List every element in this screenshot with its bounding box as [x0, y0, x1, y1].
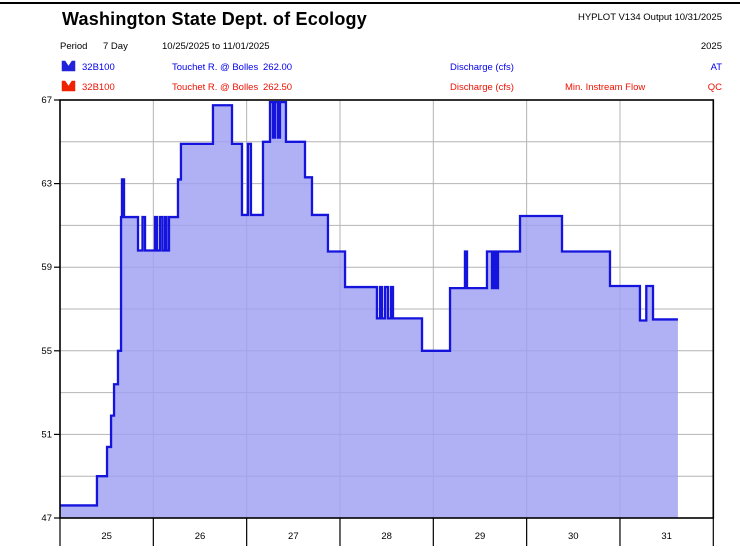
legend2-station-name: Touchet R. @ Bolles — [172, 82, 259, 93]
x-tick-label: 25 — [101, 531, 112, 542]
legend2-value: 262.50 — [263, 82, 293, 93]
y-tick-label: 55 — [41, 346, 52, 357]
plot-frame — [59, 99, 715, 519]
x-tick-label: 27 — [288, 531, 299, 542]
period-year: 2025 — [700, 41, 722, 52]
discharge-trace-line — [60, 100, 678, 507]
trace-symbol-blue-icon — [61, 60, 76, 72]
y-tick-label: 59 — [41, 262, 52, 273]
x-tick-label: 26 — [195, 531, 206, 542]
trace-symbol-red-icon — [61, 80, 76, 92]
discharge-area-fill — [60, 102, 678, 518]
legend2-flag: Min. Instream Flow — [565, 82, 646, 93]
legend1-parameter: Discharge (cfs) — [450, 62, 514, 73]
x-tick-label: 28 — [381, 531, 392, 542]
y-tick-label: 63 — [41, 179, 52, 190]
y-tick-label: 67 — [41, 95, 52, 106]
period-date-range: 10/25/2025 to 11/01/2025 — [162, 41, 270, 52]
top-divider — [0, 2, 740, 4]
page-title: Washington State Dept. of Ecology — [62, 9, 367, 29]
period-label: Period — [60, 41, 88, 52]
period-value: 7 Day — [103, 41, 128, 52]
x-tick-label: 30 — [568, 531, 579, 542]
x-tick-label: 29 — [475, 531, 486, 542]
x-tick-label: 31 — [661, 531, 672, 542]
legend1-value: 262.00 — [263, 62, 293, 73]
y-tick-label: 51 — [41, 429, 52, 440]
legend2-parameter: Discharge (cfs) — [450, 82, 514, 93]
legend2-station-id: 32B100 — [82, 82, 115, 93]
legend1-station-id: 32B100 — [82, 62, 115, 73]
legend1-status: AT — [710, 62, 722, 73]
y-tick-label: 47 — [41, 513, 52, 524]
legend2-status: QC — [707, 82, 722, 93]
plot-version-output-label: HYPLOT V134 Output 10/31/2025 — [577, 12, 722, 23]
legend1-station-name: Touchet R. @ Bolles — [172, 62, 259, 73]
